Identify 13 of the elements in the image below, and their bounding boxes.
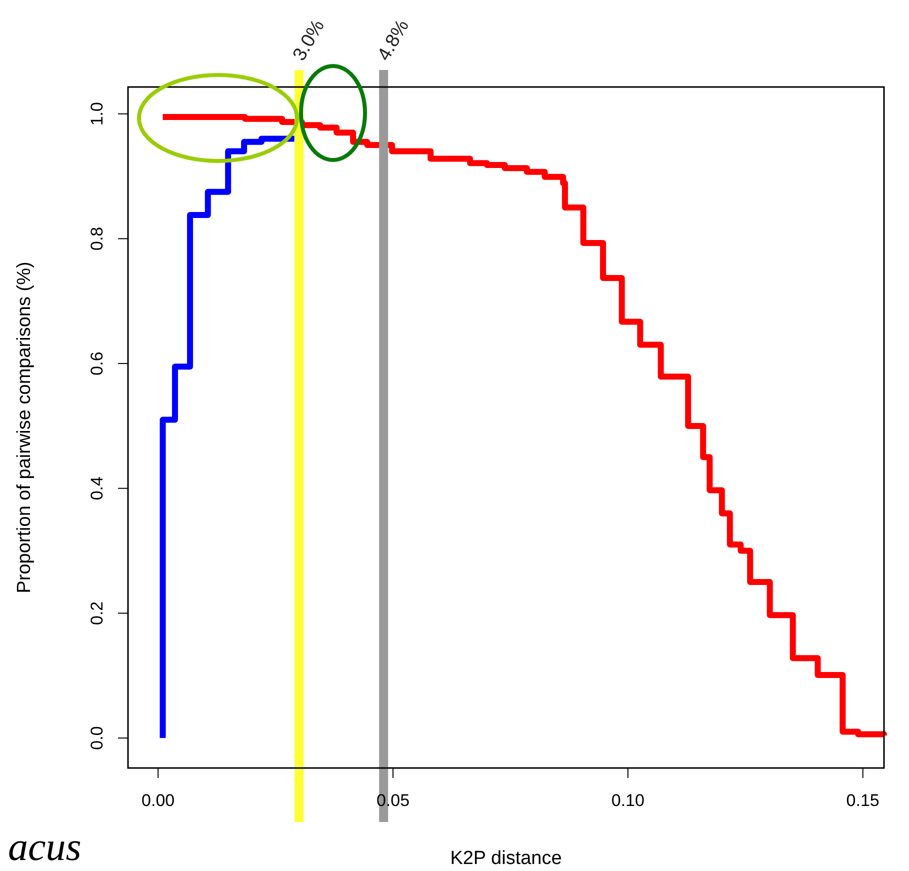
y-tick-label: 0.4 — [87, 476, 106, 500]
y-tick-label: 1.0 — [87, 102, 106, 126]
y-tick-label: 0.0 — [87, 726, 106, 750]
x-tick-label: 0.05 — [376, 791, 410, 810]
x-tick-label: 0.10 — [611, 791, 644, 810]
y-tick-label: 0.8 — [87, 226, 106, 250]
y-tick-label: 0.6 — [87, 352, 106, 376]
x-tick-label: 0.00 — [142, 791, 175, 810]
text: acus — [8, 824, 82, 869]
x-axis-title: K2P distance — [450, 848, 562, 869]
x-tick-label: 0.15 — [846, 791, 880, 810]
y-axis-title: Proportion of pairwise comparisons (%) — [14, 262, 35, 594]
y-tick-label: 0.2 — [87, 601, 106, 626]
